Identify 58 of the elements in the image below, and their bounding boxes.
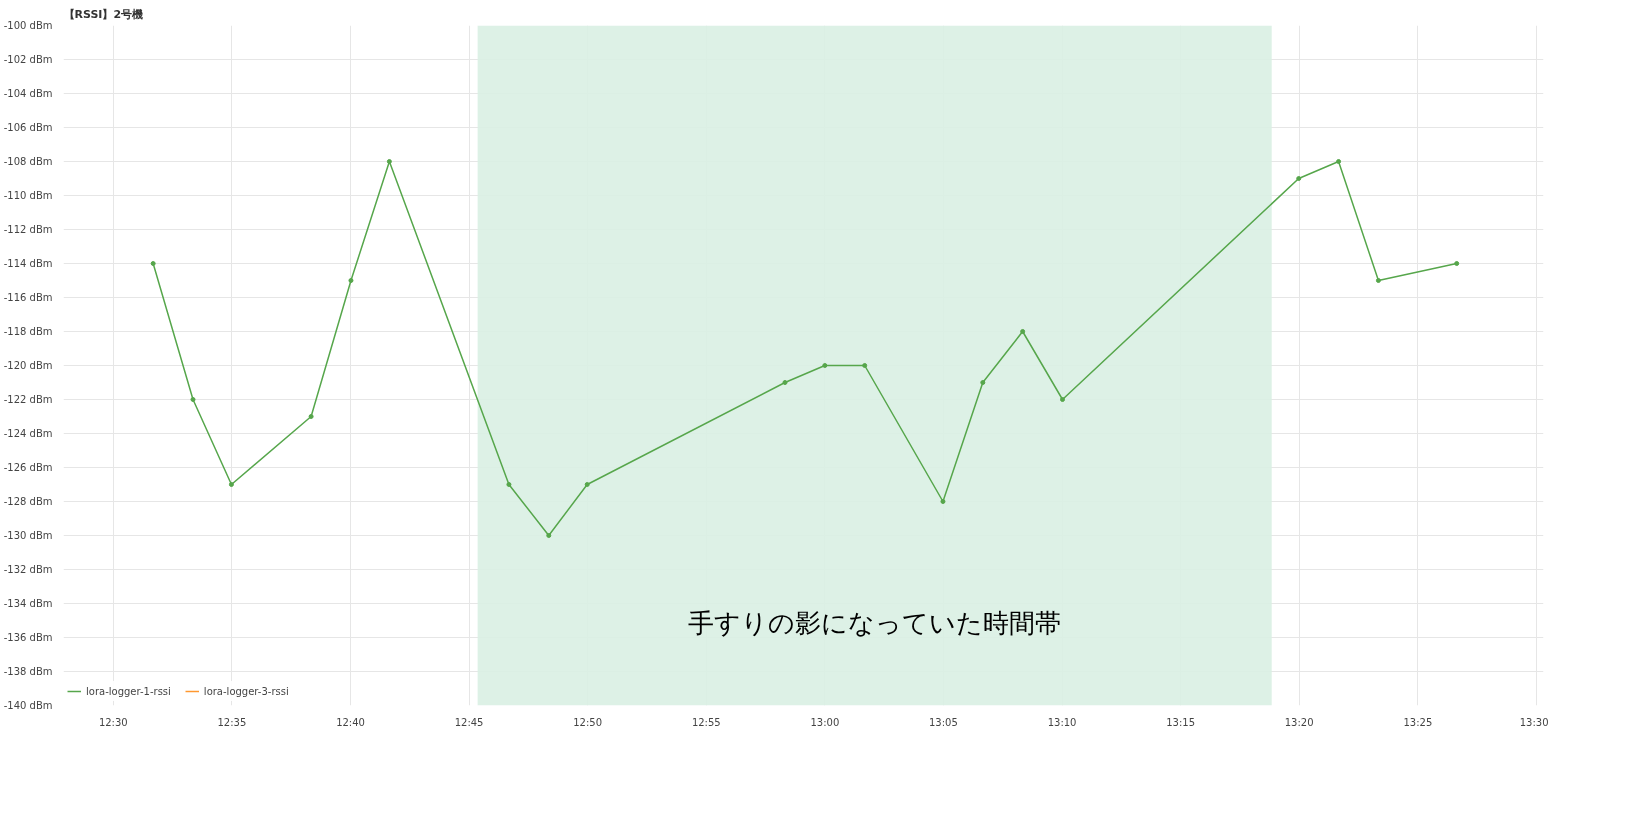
point bbox=[1454, 261, 1460, 266]
x-tick-label: 13:05 bbox=[928, 716, 958, 728]
y-tick-label: -140 dBm bbox=[3, 700, 53, 711]
x-tick-label: 13:30 bbox=[1519, 716, 1549, 728]
x-tick-label: 13:00 bbox=[810, 716, 840, 728]
point bbox=[584, 482, 590, 487]
y-tick-label: -128 dBm bbox=[3, 496, 53, 507]
point bbox=[1296, 176, 1302, 181]
point bbox=[862, 363, 868, 368]
point bbox=[228, 482, 234, 487]
band-label: 手すりの影になっていた時間帯 bbox=[688, 607, 1062, 638]
point bbox=[1020, 329, 1026, 334]
x-tick-label: 13:15 bbox=[1166, 716, 1196, 728]
y-tick-label: -126 dBm bbox=[3, 462, 53, 473]
point bbox=[980, 380, 986, 385]
point bbox=[546, 533, 552, 538]
point bbox=[308, 414, 314, 419]
y-tick-label: -116 dBm bbox=[3, 292, 53, 303]
x-tick-label: 13:25 bbox=[1403, 716, 1433, 728]
x-tick-label: 12:35 bbox=[217, 716, 247, 728]
y-tick-label: -110 dBm bbox=[3, 190, 53, 201]
point bbox=[782, 380, 788, 385]
y-tick-label: -138 dBm bbox=[3, 666, 53, 677]
y-tick-label: -122 dBm bbox=[3, 394, 53, 405]
y-tick-label: -100 dBm bbox=[3, 20, 53, 31]
y-tick-label: -104 dBm bbox=[3, 88, 53, 99]
y-tick-label: -108 dBm bbox=[3, 156, 53, 167]
x-tick-label: 12:40 bbox=[336, 716, 365, 728]
y-tick-label: -124 dBm bbox=[3, 428, 53, 439]
y-tick-label: -106 dBm bbox=[3, 122, 53, 133]
x-tick-label: 12:55 bbox=[691, 716, 721, 728]
x-tick-label: 12:30 bbox=[98, 716, 128, 728]
point bbox=[1060, 397, 1065, 402]
point bbox=[1336, 159, 1342, 164]
y-tick-label: -102 dBm bbox=[3, 54, 53, 65]
y-tick-label: -118 dBm bbox=[3, 326, 53, 337]
y-tick-label: -120 dBm bbox=[3, 360, 53, 371]
point bbox=[1375, 278, 1381, 283]
y-tick-label: -112 dBm bbox=[3, 224, 53, 235]
x-tick-label: 13:10 bbox=[1047, 716, 1077, 728]
x-tick-label: 12:45 bbox=[454, 716, 484, 728]
chart-title: 【RSSI】2号機 bbox=[63, 7, 144, 21]
point bbox=[190, 397, 196, 402]
point bbox=[348, 278, 354, 283]
point bbox=[150, 261, 156, 266]
y-tick-label: -132 dBm bbox=[3, 564, 53, 575]
x-tick-label: 12:50 bbox=[573, 716, 603, 728]
point bbox=[822, 363, 828, 368]
legend-label: lora-logger-1-rssi bbox=[86, 685, 171, 697]
legend-label: lora-logger-3-rssi bbox=[203, 685, 289, 697]
point bbox=[386, 159, 392, 164]
x-tick-label: 13:20 bbox=[1284, 716, 1314, 728]
y-tick-label: -130 dBm bbox=[3, 530, 53, 541]
y-tick-label: -114 dBm bbox=[3, 258, 53, 269]
point bbox=[506, 482, 512, 487]
y-tick-label: -136 dBm bbox=[3, 632, 53, 643]
y-tick-label: -134 dBm bbox=[3, 598, 53, 609]
point bbox=[940, 499, 946, 504]
